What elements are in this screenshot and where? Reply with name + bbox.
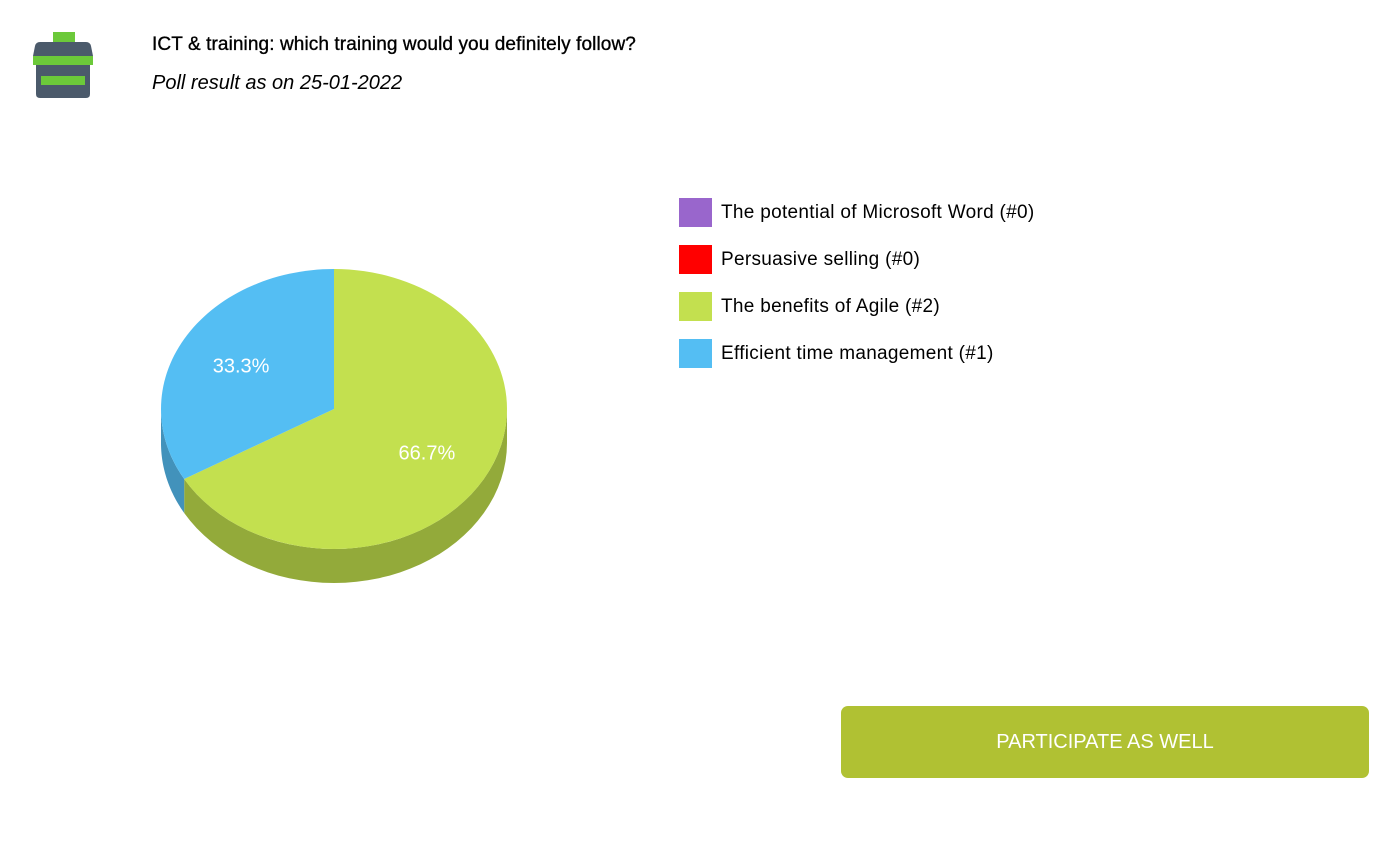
legend-label: Efficient time management (#1) xyxy=(721,342,994,364)
pie-side-the-benefits-of-agile xyxy=(184,409,507,583)
ballot-box-icon xyxy=(33,32,93,98)
legend-item: The benefits of Agile (#2) xyxy=(679,291,1035,322)
pie-side-efficient-time-management xyxy=(161,409,185,513)
poll-result-date: Poll result as on 25-01-2022 xyxy=(152,72,403,94)
legend-label: The benefits of Agile (#2) xyxy=(721,295,941,317)
legend-swatch xyxy=(679,339,712,368)
legend-swatch xyxy=(679,245,712,274)
poll-title: ICT & training: which training would you… xyxy=(152,34,636,55)
pie-slice-the-benefits-of-agile xyxy=(184,269,508,549)
pie-chart-svg: 66.7% 33.3% xyxy=(161,269,508,583)
legend-swatch xyxy=(679,198,712,227)
pie-side-walls xyxy=(161,409,507,583)
legend-item: Efficient time management (#1) xyxy=(679,338,1035,369)
legend-label: The potential of Microsoft Word (#0) xyxy=(721,201,1035,223)
participate-button[interactable]: PARTICIPATE AS WELL xyxy=(841,706,1369,778)
legend-item: The potential of Microsoft Word (#0) xyxy=(679,197,1035,228)
pie-chart: 66.7% 33.3% xyxy=(150,255,520,595)
legend-swatch xyxy=(679,292,712,321)
pie-slice-efficient-time-management xyxy=(161,269,334,479)
legend-label: Persuasive selling (#0) xyxy=(721,248,921,270)
legend-item: Persuasive selling (#0) xyxy=(679,244,1035,275)
chart-legend: The potential of Microsoft Word (#0) Per… xyxy=(679,197,1035,385)
pie-data-label: 66.7% xyxy=(399,442,456,464)
pie-data-label: 33.3% xyxy=(213,356,270,378)
